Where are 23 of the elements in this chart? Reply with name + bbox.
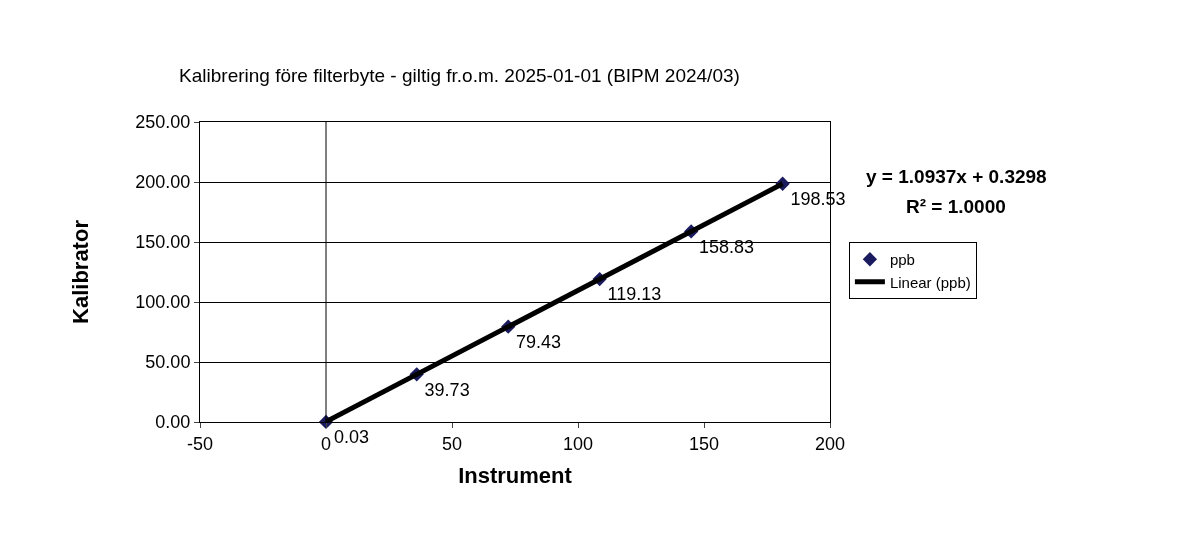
data-label: 119.13 bbox=[607, 284, 662, 305]
y-tick-label: 250.00 bbox=[135, 112, 191, 133]
legend-label: Linear (ppb) bbox=[889, 273, 971, 291]
y-tick-label: 0.00 bbox=[155, 412, 191, 433]
data-label: 0.03 bbox=[333, 427, 369, 448]
text: y = 1.0937x + 0.3298 bbox=[866, 166, 1047, 187]
x-tick-label: 0 bbox=[320, 433, 332, 454]
x-axis-title: Instrument bbox=[458, 463, 573, 489]
x-tick-label: 50 bbox=[441, 433, 463, 454]
y-tick-label: 200.00 bbox=[135, 172, 191, 193]
x-tick-label: 100 bbox=[562, 433, 594, 454]
text: R² = 1.0000 bbox=[906, 196, 1006, 217]
legend-label: ppb bbox=[889, 251, 915, 269]
y-axis-title: Kalibrator bbox=[68, 219, 94, 324]
x-tick-label: 150 bbox=[688, 433, 720, 454]
data-label: 79.43 bbox=[516, 332, 562, 353]
x-tick-label: 200 bbox=[814, 433, 846, 454]
y-tick-label: 100.00 bbox=[135, 292, 191, 313]
chart-title: Kalibrering före filterbyte - giltig fr.o.m. 2025-01-01 (BIPM 2024/03) bbox=[179, 64, 740, 86]
data-label: 39.73 bbox=[424, 379, 470, 400]
x-tick-label: -50 bbox=[186, 433, 214, 454]
y-tick-label: 50.00 bbox=[145, 352, 191, 373]
y-tick-label: 150.00 bbox=[135, 232, 191, 253]
